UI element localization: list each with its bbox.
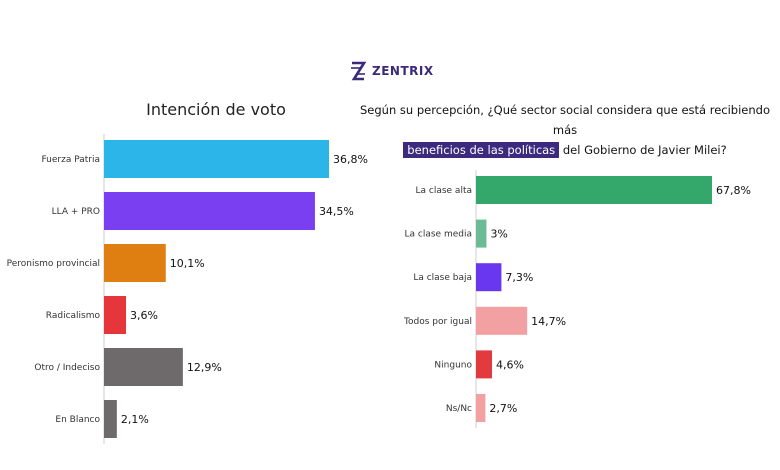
right-bar <box>476 176 712 204</box>
left-category-label: En Blanco <box>55 415 100 425</box>
right-chart-title: Según su percepción, ¿Qué sector social … <box>360 100 770 160</box>
left-chart-title: Intención de voto <box>146 100 286 119</box>
right-category-label: La clase baja <box>413 273 472 283</box>
right-bar <box>476 263 502 292</box>
right-category-label: La clase media <box>405 230 472 240</box>
right-bar <box>476 219 487 248</box>
left-bar <box>104 244 166 282</box>
right-value-label: 2,7% <box>489 402 517 415</box>
left-category-label: Otro / Indeciso <box>34 363 100 373</box>
left-category-label: Peronismo provincial <box>7 259 100 269</box>
left-bar <box>104 296 127 334</box>
left-category-label: LLA + PRO <box>52 207 100 217</box>
right-value-label: 4,6% <box>496 358 524 371</box>
right-bar <box>476 306 528 335</box>
brand-name: ZENTRIX <box>372 64 434 78</box>
right-value-label: 67,8% <box>716 184 751 197</box>
left-bar <box>104 348 183 386</box>
right-category-label: Ninguno <box>434 360 472 370</box>
left-category-label: Radicalismo <box>46 311 101 321</box>
left-category-label: Fuerza Patria <box>41 155 100 165</box>
left-value-label: 12,9% <box>187 361 222 374</box>
right-category-label: Todos por igual <box>403 317 472 327</box>
left-value-label: 36,8% <box>333 153 368 166</box>
right-bar <box>476 394 486 422</box>
left-value-label: 2,1% <box>121 413 149 426</box>
left-bar <box>104 140 329 178</box>
right-category-label: La clase alta <box>415 186 472 196</box>
left-bar <box>104 400 117 438</box>
right-title-highlight: beneficios de las políticas <box>403 142 560 158</box>
right-title-after: del Gobierno de Javier Milei? <box>562 143 727 157</box>
right-title-before: Según su percepción, ¿Qué sector social … <box>360 103 770 137</box>
zentrix-logo-icon <box>351 61 367 81</box>
right-bar <box>476 350 493 379</box>
left-value-label: 3,6% <box>130 309 158 322</box>
left-value-label: 10,1% <box>170 257 205 270</box>
left-bar <box>104 192 315 230</box>
left-value-label: 34,5% <box>319 205 354 218</box>
right-value-label: 7,3% <box>505 271 533 284</box>
brand-logo: ZENTRIX <box>348 60 434 82</box>
right-value-label: 14,7% <box>531 315 566 328</box>
right-category-label: Ns/Nc <box>446 404 472 414</box>
right-value-label: 3% <box>490 228 507 241</box>
